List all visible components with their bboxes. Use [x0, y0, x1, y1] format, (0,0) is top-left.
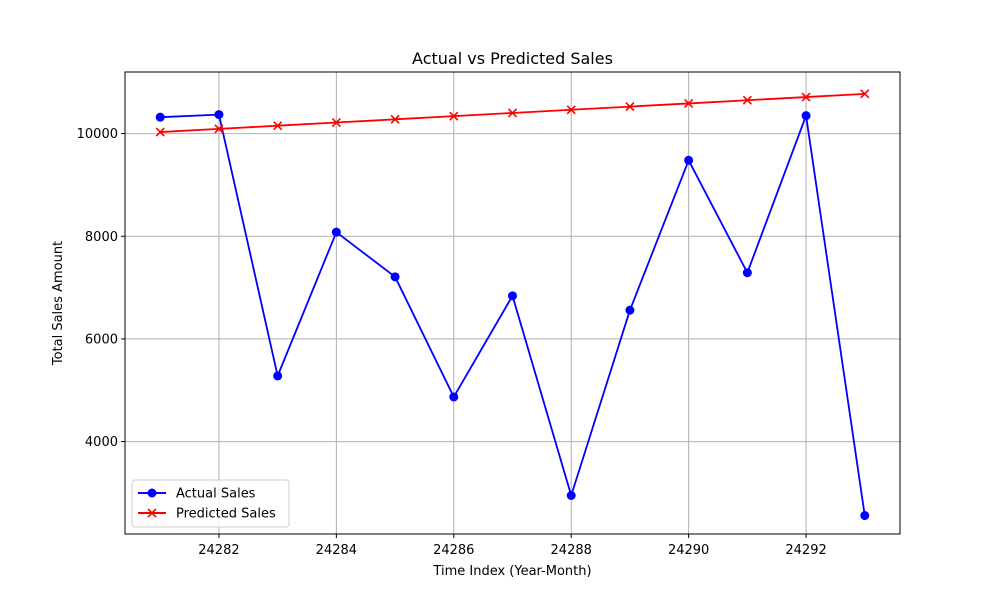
y-tick-label-0: 4000 [85, 435, 118, 450]
actual-sales-point-8 [625, 305, 635, 315]
legend-box [131, 479, 290, 528]
x-tick-label-1: 24284 [316, 543, 357, 558]
x-tick-label-2: 24286 [433, 543, 474, 558]
actual-sales-point-12 [860, 511, 870, 521]
x-axis-label: Time Index (Year-Month) [432, 564, 591, 579]
predicted-sales-point-10 [742, 95, 752, 105]
actual-sales-point-11 [801, 111, 811, 121]
actual-sales-point-6 [508, 291, 517, 301]
predicted-sales-point-3 [331, 117, 341, 128]
x-tick-label-4: 24290 [668, 543, 709, 558]
predicted-sales-point-8 [625, 102, 635, 112]
legend-predicted-label: Predicted Sales [176, 507, 276, 522]
actual-sales-point-7 [566, 491, 576, 500]
series-layer [155, 89, 870, 521]
actual-sales-point-5 [449, 392, 459, 402]
x-tick-label-5: 24292 [785, 543, 826, 558]
actual-sales-point-2 [273, 371, 283, 381]
predicted-sales-point-0 [155, 127, 165, 137]
predicted-sales-point-2 [273, 121, 283, 131]
axes-frame [124, 71, 901, 535]
predicted-sales-point-1 [214, 124, 224, 134]
y-tick-label-2: 8000 [85, 230, 118, 245]
series-actual-sales [155, 110, 870, 521]
actual-sales-point-0 [155, 112, 165, 122]
predicted-sales-point-7 [566, 105, 576, 115]
actual-sales-point-9 [684, 155, 694, 165]
legend: Actual Sales Predicted Sales [131, 479, 290, 528]
predicted-sales-point-12 [860, 89, 870, 99]
predicted-sales-point-5 [449, 111, 459, 121]
y-tick-label-1: 6000 [85, 332, 118, 347]
predicted-sales-point-4 [390, 114, 400, 124]
chart-title: Actual vs Predicted Sales [412, 49, 613, 68]
actual-sales-point-1 [214, 110, 224, 120]
legend-actual-label: Actual Sales [176, 487, 256, 502]
series-predicted-sales [155, 89, 870, 137]
y-tick-label-3: 10000 [77, 127, 118, 142]
predicted-sales-point-9 [684, 98, 694, 108]
y-axis-label: Total Sales Amount [51, 241, 66, 366]
predicted-sales-point-6 [507, 108, 518, 118]
actual-sales-point-10 [742, 268, 752, 278]
actual-sales-point-3 [331, 227, 341, 237]
actual-sales-point-4 [390, 272, 400, 282]
x-tick-label-3: 24288 [551, 543, 592, 558]
legend-actual-marker-icon [147, 488, 157, 498]
predicted-sales-point-11 [801, 92, 811, 102]
legend-predicted-marker-icon [147, 508, 157, 518]
grid [125, 72, 900, 534]
x-tick-label-0: 24282 [198, 543, 239, 558]
axis-ticks: 24282 24284 24286 24288 24290 24292 4000 6000 80… [77, 127, 827, 558]
